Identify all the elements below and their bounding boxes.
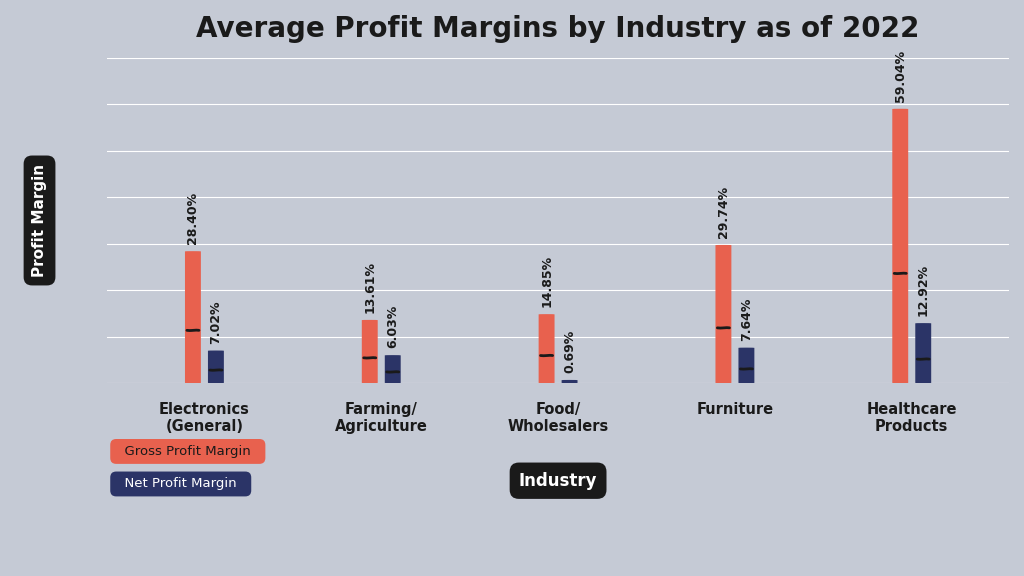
Text: Gross Profit Margin: Gross Profit Margin [116,445,259,458]
FancyBboxPatch shape [385,355,400,383]
Text: 0.69%: 0.69% [563,329,577,373]
Text: 6.03%: 6.03% [386,305,399,348]
Text: Net Profit Margin: Net Profit Margin [116,478,246,491]
Text: 14.85%: 14.85% [540,255,553,307]
FancyBboxPatch shape [738,348,755,383]
Text: Profit Margin: Profit Margin [32,164,47,277]
FancyBboxPatch shape [539,314,555,383]
Text: Industry: Industry [519,472,597,490]
FancyBboxPatch shape [361,320,378,383]
Text: 12.92%: 12.92% [916,264,930,316]
Title: Average Profit Margins by Industry as of 2022: Average Profit Margins by Industry as of… [197,15,920,43]
FancyBboxPatch shape [561,380,578,383]
Text: 28.40%: 28.40% [186,192,200,244]
FancyBboxPatch shape [185,251,201,383]
FancyBboxPatch shape [915,323,931,383]
FancyBboxPatch shape [892,109,908,383]
Text: 29.74%: 29.74% [717,186,730,238]
Text: 59.04%: 59.04% [894,50,906,102]
Text: 13.61%: 13.61% [364,261,376,313]
FancyBboxPatch shape [208,351,224,383]
Text: 7.02%: 7.02% [210,300,222,343]
Text: 7.64%: 7.64% [740,297,753,340]
FancyBboxPatch shape [716,245,731,383]
